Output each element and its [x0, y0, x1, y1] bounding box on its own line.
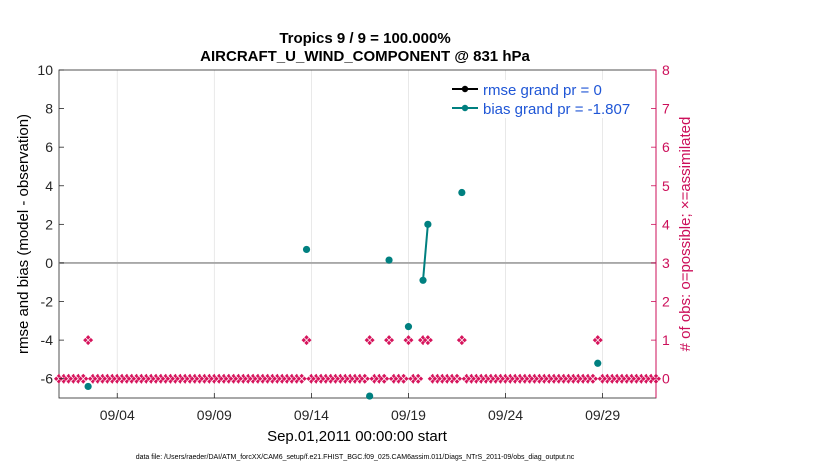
grid-lines — [116, 70, 604, 398]
y-tick-label: 6 — [45, 139, 53, 155]
obs-count-marker-zero-cross — [588, 374, 598, 383]
right-y-axis-label: # of obs: o=possible; ×=assimilated — [677, 117, 694, 352]
x-axis-label: Sep.01,2011 00:00:00 start — [267, 428, 448, 445]
y-axis-label: rmse and bias (model - observation) — [15, 114, 32, 354]
y-tick-label: 2 — [45, 216, 53, 232]
legend-bias-label: bias grand pr = -1.807 — [483, 101, 630, 118]
right-y-axis-ticks: 8 7 6 5 4 3 2 1 0 — [651, 62, 670, 398]
x-tick-label: 09/29 — [585, 407, 620, 423]
right-y-tick-label: 6 — [662, 139, 670, 155]
bias-series — [84, 188, 602, 400]
bias-point — [458, 188, 466, 197]
bias-point — [366, 392, 374, 400]
data-file-footer: data file: /Users/raeder/DAI/ATM_forcXX/… — [136, 454, 575, 461]
obs-count-marker-one-cross — [384, 335, 394, 345]
right-y-tick-label: 3 — [662, 255, 670, 271]
obs-count-marker-zero-cross — [399, 374, 408, 383]
right-y-tick-label: 1 — [662, 332, 670, 348]
bias-point — [594, 359, 602, 367]
bias-point — [419, 276, 427, 284]
y-tick-label: 8 — [45, 101, 53, 117]
right-y-tick-label: 7 — [662, 101, 670, 117]
y-tick-label: -4 — [41, 332, 54, 348]
chart-title: Tropics 9 / 9 = 100.000% — [279, 30, 450, 47]
obs-count-marker-one-cross — [423, 335, 433, 345]
obs-count-marker-one-cross — [404, 335, 413, 345]
x-tick-label: 09/04 — [100, 407, 135, 423]
obs-count-marker-one-cross — [457, 335, 467, 345]
bias-point — [385, 256, 393, 264]
bias-point — [302, 245, 311, 254]
left-y-axis-ticks: 10 8 6 4 2 0 -2 -4 -6 — [37, 62, 64, 387]
legend-bias-marker — [461, 104, 469, 112]
chart-subtitle: AIRCRAFT_U_WIND_COMPONENT @ 831 hPa — [200, 48, 530, 65]
x-tick-label: 09/19 — [391, 407, 426, 423]
x-tick-label: 09/24 — [488, 407, 523, 423]
right-y-tick-label: 8 — [662, 62, 670, 78]
legend-rmse-label: rmse grand pr = 0 — [483, 82, 602, 99]
obs-count-marker-one-cross — [83, 335, 93, 345]
y-tick-label: 4 — [45, 178, 53, 194]
y-tick-label: -2 — [41, 294, 54, 310]
obs-count-marker-zero-cross — [452, 374, 462, 383]
obs-count-marker-zero-cross — [297, 374, 306, 383]
legend: rmse grand pr = 0 bias grand pr = -1.807 — [448, 80, 649, 118]
obs-count-marker-zero-cross — [413, 374, 423, 383]
right-y-tick-label: 0 — [662, 371, 670, 387]
obs-count-marker-one-cross — [302, 335, 311, 345]
x-axis-ticks: 09/04 09/09 09/14 09/19 09/24 09/29 — [100, 393, 620, 423]
obs-count-marker-zero-cross — [379, 374, 389, 383]
x-tick-label: 09/09 — [197, 407, 232, 423]
x-tick-label: 09/14 — [294, 407, 329, 423]
bias-line-segment — [422, 224, 429, 281]
y-tick-label: 10 — [37, 62, 53, 78]
y-tick-label: 0 — [45, 255, 53, 271]
legend-box — [448, 80, 649, 118]
right-y-tick-label: 4 — [662, 216, 670, 232]
obs-count-marker-one-cross — [593, 335, 603, 345]
obs-count-marker-zero-cross — [78, 374, 88, 383]
obs-count-marker-one-cross — [365, 335, 374, 345]
obs-count-markers — [54, 335, 661, 384]
right-y-tick-label: 2 — [662, 294, 670, 310]
y-tick-label: -6 — [41, 371, 54, 387]
bias-point — [424, 220, 432, 228]
legend-rmse-marker — [461, 85, 469, 93]
right-y-tick-label: 5 — [662, 178, 670, 194]
bias-point — [404, 323, 413, 331]
obs-count-marker-zero-cross — [360, 374, 370, 383]
bias-point — [84, 382, 92, 391]
